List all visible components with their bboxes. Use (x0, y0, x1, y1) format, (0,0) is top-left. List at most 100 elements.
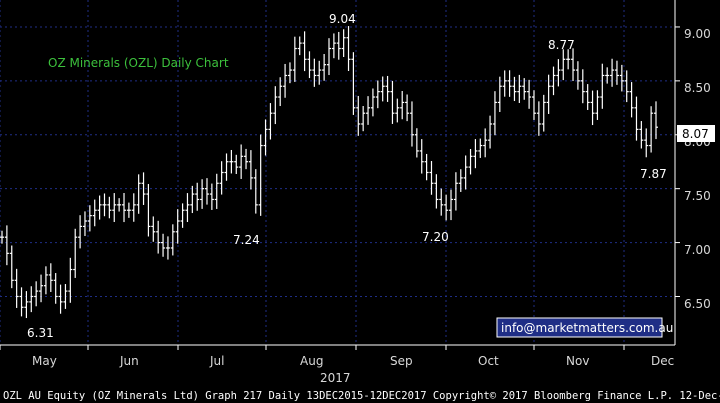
price-bar (224, 153, 229, 181)
price-bar (234, 154, 239, 175)
price-bar (73, 228, 78, 278)
price-bar (302, 31, 307, 72)
price-bar (639, 121, 644, 149)
price-bar (551, 66, 556, 96)
y-tick-label: 8.50 (684, 81, 711, 95)
price-bar (492, 91, 497, 136)
y-tick-label: 7.50 (684, 189, 711, 203)
annotation-high-aug: 9.04 (329, 12, 356, 26)
price-bar (624, 70, 629, 103)
price-bar (502, 70, 507, 97)
price-bar (546, 74, 551, 114)
price-bar (478, 138, 483, 158)
price-bar (644, 128, 649, 158)
price-bar (263, 119, 268, 156)
price-bar (136, 174, 141, 214)
price-bar (605, 67, 610, 84)
price-bar (566, 49, 571, 70)
price-bar (322, 54, 327, 81)
price-bar (575, 61, 580, 90)
price-bar (483, 128, 488, 158)
price-bar (629, 82, 634, 118)
price-bar (610, 58, 615, 87)
price-bar (195, 182, 200, 211)
price-bar (97, 195, 102, 220)
price-bars (0, 26, 658, 319)
price-bar (87, 205, 92, 232)
price-bar (327, 38, 331, 76)
x-tick-label: Jun (119, 354, 139, 368)
price-bar (68, 257, 73, 303)
watermark-email: info@marketmatters.com.au (501, 321, 673, 335)
price-bar (151, 216, 156, 242)
last-price-label: 8.07 (682, 127, 709, 141)
price-bar (463, 155, 468, 190)
chart-title: OZ Minerals (OZL) Daily Chart (48, 56, 229, 70)
price-bar (278, 77, 283, 107)
price-bar (458, 169, 463, 192)
price-bar (219, 161, 224, 195)
price-bar (409, 101, 414, 147)
price-bar (131, 193, 136, 222)
price-bar (405, 94, 410, 122)
price-bar (200, 179, 205, 209)
price-bar (439, 188, 444, 216)
price-bar (356, 95, 361, 136)
price-bar (556, 59, 561, 87)
price-bar (497, 76, 502, 112)
price-bar (180, 203, 185, 228)
price-bar (527, 79, 532, 109)
price-bar (239, 144, 244, 179)
x-tick-label: Oct (478, 354, 499, 368)
price-bar (63, 284, 68, 309)
price-bar (146, 183, 151, 237)
price-bar (141, 172, 146, 205)
price-bar (488, 115, 493, 149)
price-bar (366, 96, 371, 125)
price-bar (512, 76, 517, 102)
price-bar (258, 134, 263, 216)
annotation-low-may: 6.31 (27, 326, 54, 340)
price-bar (156, 220, 161, 254)
price-bar (0, 230, 4, 244)
price-bar (649, 106, 654, 153)
x-tick-label: Aug (300, 354, 323, 368)
price-bar (536, 101, 541, 136)
price-bar (434, 174, 439, 209)
price-bar (102, 193, 107, 217)
price-bar (9, 245, 14, 289)
price-bar (380, 76, 385, 102)
price-bar (214, 173, 219, 209)
annotation-high-nov: 8.77 (548, 38, 575, 52)
price-bar (414, 128, 419, 158)
annotation-low-jul: 7.24 (233, 233, 260, 247)
price-bar (531, 90, 536, 120)
price-bar (370, 88, 375, 117)
price-bar (229, 149, 234, 174)
x-tick-label: Jul (209, 354, 224, 368)
x-tick-label: Sep (390, 354, 413, 368)
price-bar (400, 90, 405, 120)
last-price-box (677, 125, 715, 142)
price-bar (126, 202, 131, 218)
price-bar (117, 198, 122, 212)
x-axis-year-label: 2017 (320, 371, 351, 385)
price-bar (424, 153, 429, 181)
price-bar (190, 185, 195, 214)
annotation-low-dec: 7.87 (640, 167, 667, 181)
price-bar (53, 273, 58, 304)
price-bar (112, 193, 117, 223)
price-bar (634, 96, 639, 141)
price-bar (287, 62, 292, 84)
price-bar (429, 161, 434, 195)
footer-bar (0, 388, 720, 403)
price-bar (92, 199, 97, 227)
price-bar (336, 31, 341, 60)
price-bar (453, 172, 458, 211)
price-bar (58, 284, 63, 314)
price-bar (331, 33, 336, 59)
axis-ticks (0, 26, 680, 350)
price-bar (19, 287, 24, 317)
price-bar (444, 194, 449, 221)
